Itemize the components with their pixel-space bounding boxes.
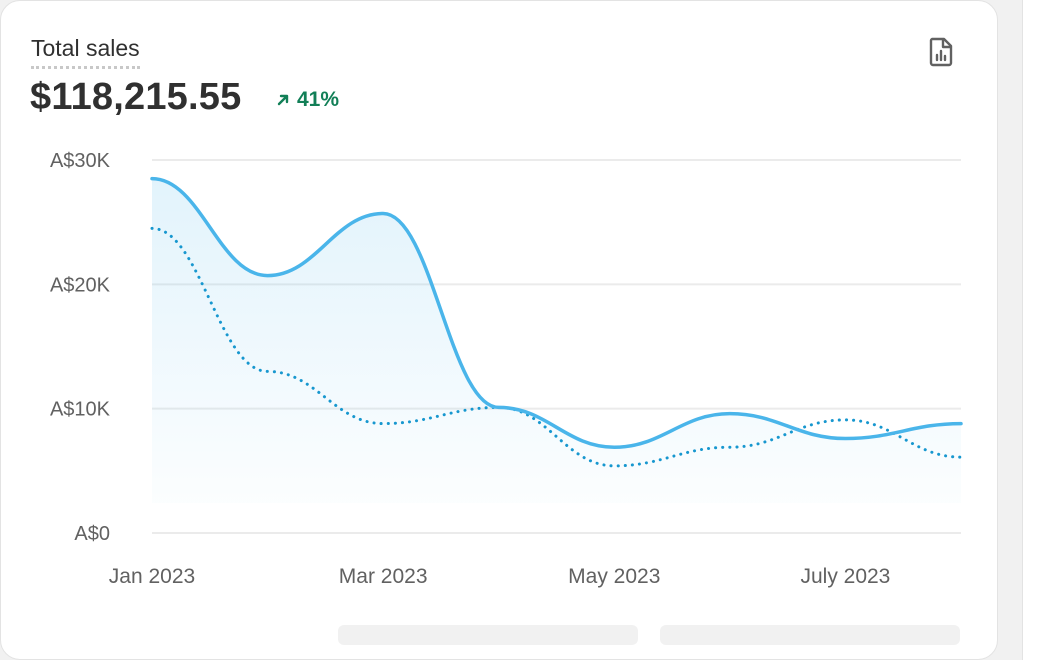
x-tick-label: Jan 2023 xyxy=(109,565,195,588)
arrow-up-right-icon xyxy=(277,94,289,106)
bottom-card-tab xyxy=(660,625,960,645)
metric-title[interactable]: Total sales xyxy=(31,35,140,69)
x-tick-label: Mar 2023 xyxy=(339,565,428,588)
x-tick-label: July 2023 xyxy=(800,565,890,588)
primary-series-area xyxy=(152,178,961,503)
delta-badge: 41% xyxy=(276,88,339,112)
y-tick-label: A$30K xyxy=(50,150,111,172)
primary-series-line xyxy=(150,176,963,449)
y-tick-label: A$0 xyxy=(74,523,110,545)
y-tick-label: A$10K xyxy=(50,399,111,421)
bottom-card-tab xyxy=(338,625,638,645)
adjacent-card xyxy=(1022,0,1044,660)
metric-value: $118,215.55 xyxy=(30,76,242,118)
y-tick-label: A$20K xyxy=(50,274,111,296)
delta-value: 41% xyxy=(297,88,340,111)
comparison-series-line xyxy=(150,226,963,468)
report-document-icon xyxy=(929,37,953,67)
x-tick-label: May 2023 xyxy=(568,565,660,588)
sales-line-chart: A$0 A$10K A$20K A$30K Jan 2023 Mar 2023 May 20… xyxy=(50,150,963,588)
view-report-button[interactable] xyxy=(921,32,961,72)
